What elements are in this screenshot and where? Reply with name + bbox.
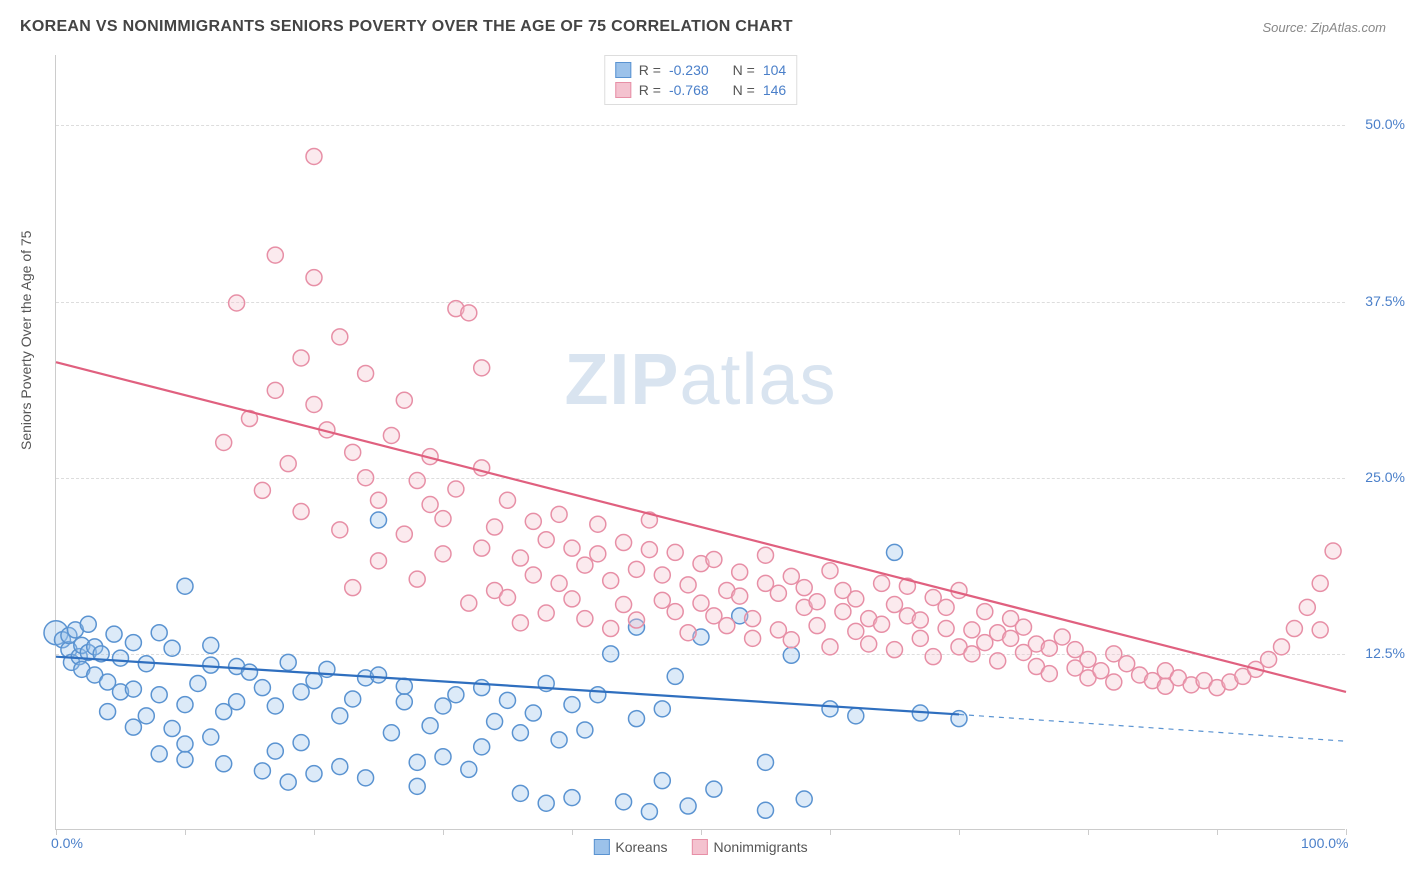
- swatch-koreans: [593, 839, 609, 855]
- plot-area: ZIPatlas 12.5%25.0%37.5%50.0% 0.0%100.0%…: [55, 55, 1345, 830]
- legend-row-koreans: R = -0.230 N = 104: [615, 60, 786, 80]
- r-value-nonimmigrants: -0.768: [669, 82, 709, 98]
- legend-label-nonimmigrants: Nonimmigrants: [714, 839, 808, 855]
- source-attribution: Source: ZipAtlas.com: [1262, 20, 1386, 35]
- r-label: R =: [639, 82, 661, 98]
- correlation-legend: R = -0.230 N = 104 R = -0.768 N = 146: [604, 55, 797, 105]
- legend-item-nonimmigrants: Nonimmigrants: [692, 839, 808, 855]
- x-tick: 100.0%: [1301, 835, 1348, 851]
- r-value-koreans: -0.230: [669, 62, 709, 78]
- n-value-koreans: 104: [763, 62, 786, 78]
- r-label: R =: [639, 62, 661, 78]
- n-label: N =: [733, 62, 755, 78]
- legend-row-nonimmigrants: R = -0.768 N = 146: [615, 80, 786, 100]
- swatch-nonimmigrants: [692, 839, 708, 855]
- n-label: N =: [733, 82, 755, 98]
- y-tick: 50.0%: [1365, 116, 1405, 132]
- swatch-koreans: [615, 62, 631, 78]
- n-value-nonimmigrants: 146: [763, 82, 786, 98]
- legend-item-koreans: Koreans: [593, 839, 667, 855]
- chart-title: KOREAN VS NONIMMIGRANTS SENIORS POVERTY …: [20, 18, 793, 36]
- y-tick: 25.0%: [1365, 469, 1405, 485]
- y-axis-label: Seniors Poverty Over the Age of 75: [18, 231, 34, 450]
- y-tick: 12.5%: [1365, 645, 1405, 661]
- scatter-svg: [56, 55, 1345, 829]
- legend-label-koreans: Koreans: [615, 839, 667, 855]
- swatch-nonimmigrants: [615, 82, 631, 98]
- x-tick: 0.0%: [51, 835, 83, 851]
- title-bar: KOREAN VS NONIMMIGRANTS SENIORS POVERTY …: [20, 18, 1386, 36]
- series-legend: Koreans Nonimmigrants: [593, 839, 807, 855]
- y-tick: 37.5%: [1365, 293, 1405, 309]
